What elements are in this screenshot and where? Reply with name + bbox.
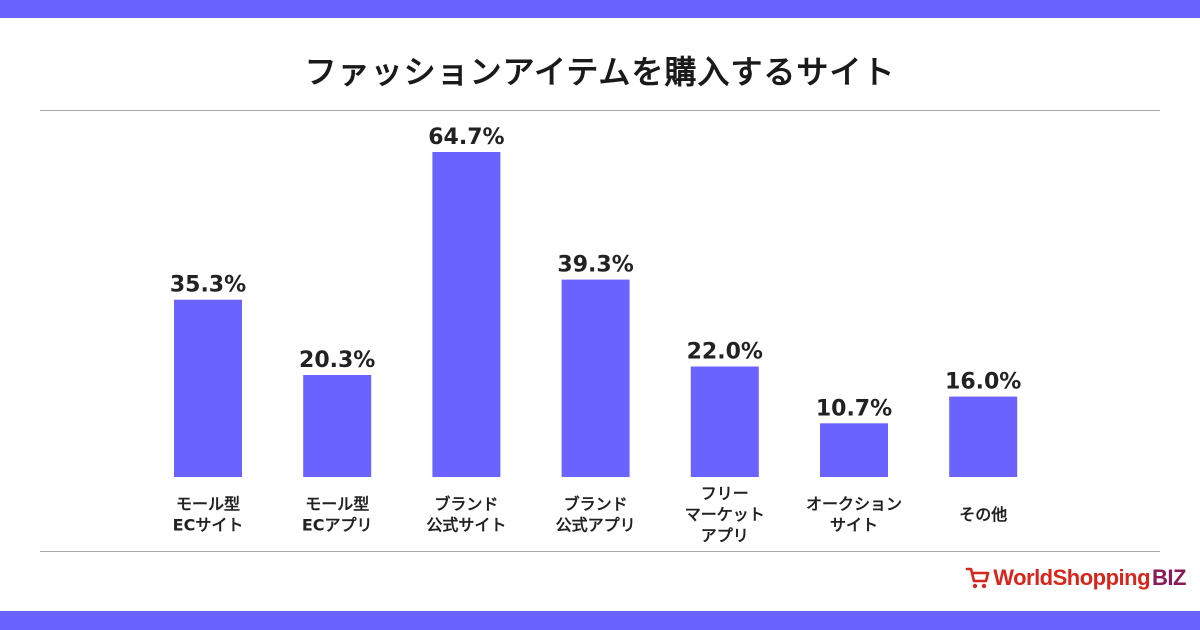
- category-label: モール型: [305, 495, 369, 514]
- bar-4: [561, 279, 630, 477]
- category-label: 公式サイト: [426, 516, 506, 535]
- category-label: モール型: [176, 495, 240, 514]
- category-label: サイト: [830, 516, 878, 535]
- bar-5: [690, 366, 759, 477]
- shopping-cart-icon: [965, 567, 990, 589]
- bar-group-7: 16.0% その他: [945, 370, 1021, 524]
- category-label: アプリ: [701, 526, 749, 545]
- bar-2: [303, 375, 372, 477]
- bar-group-1: 35.3% モール型 ECサイト: [170, 273, 246, 535]
- bar-1: [174, 299, 242, 477]
- category-label: その他: [959, 505, 1007, 524]
- top-accent-band: [0, 0, 1200, 18]
- category-label: フリー: [701, 484, 749, 503]
- bar-value-label: 16.0%: [945, 370, 1021, 395]
- footer-divider: [40, 551, 1160, 552]
- bar-value-label: 20.3%: [299, 348, 375, 373]
- logo-text-main: WorldShopping: [993, 565, 1151, 590]
- category-label: オークション: [806, 495, 902, 514]
- bar-6: [820, 423, 888, 477]
- bar-value-label: 39.3%: [557, 253, 633, 278]
- bar-7: [949, 396, 1018, 477]
- bar-value-label: 10.7%: [816, 396, 892, 421]
- bar-value-label: 22.0%: [687, 340, 763, 365]
- title-divider: [40, 110, 1160, 111]
- bottom-accent-band: [0, 611, 1200, 630]
- category-label: ブランド: [434, 495, 498, 514]
- bar-value-label: 35.3%: [170, 273, 246, 298]
- category-label: 公式アプリ: [556, 516, 636, 535]
- category-label: マーケット: [685, 505, 765, 524]
- bar-group-2: 20.3% モール型 ECアプリ: [299, 348, 375, 535]
- bar-3: [432, 152, 501, 477]
- category-label: ブランド: [564, 495, 628, 514]
- worldshopping-biz-logo: WorldShopping BIZ: [965, 560, 1186, 596]
- bar-value-label: 64.7%: [428, 125, 504, 150]
- chart-title: ファッションアイテムを購入するサイト: [304, 53, 896, 91]
- logo-text-suffix: BIZ: [1152, 565, 1186, 590]
- category-label: ECアプリ: [302, 516, 373, 535]
- category-label: ECサイト: [173, 516, 244, 535]
